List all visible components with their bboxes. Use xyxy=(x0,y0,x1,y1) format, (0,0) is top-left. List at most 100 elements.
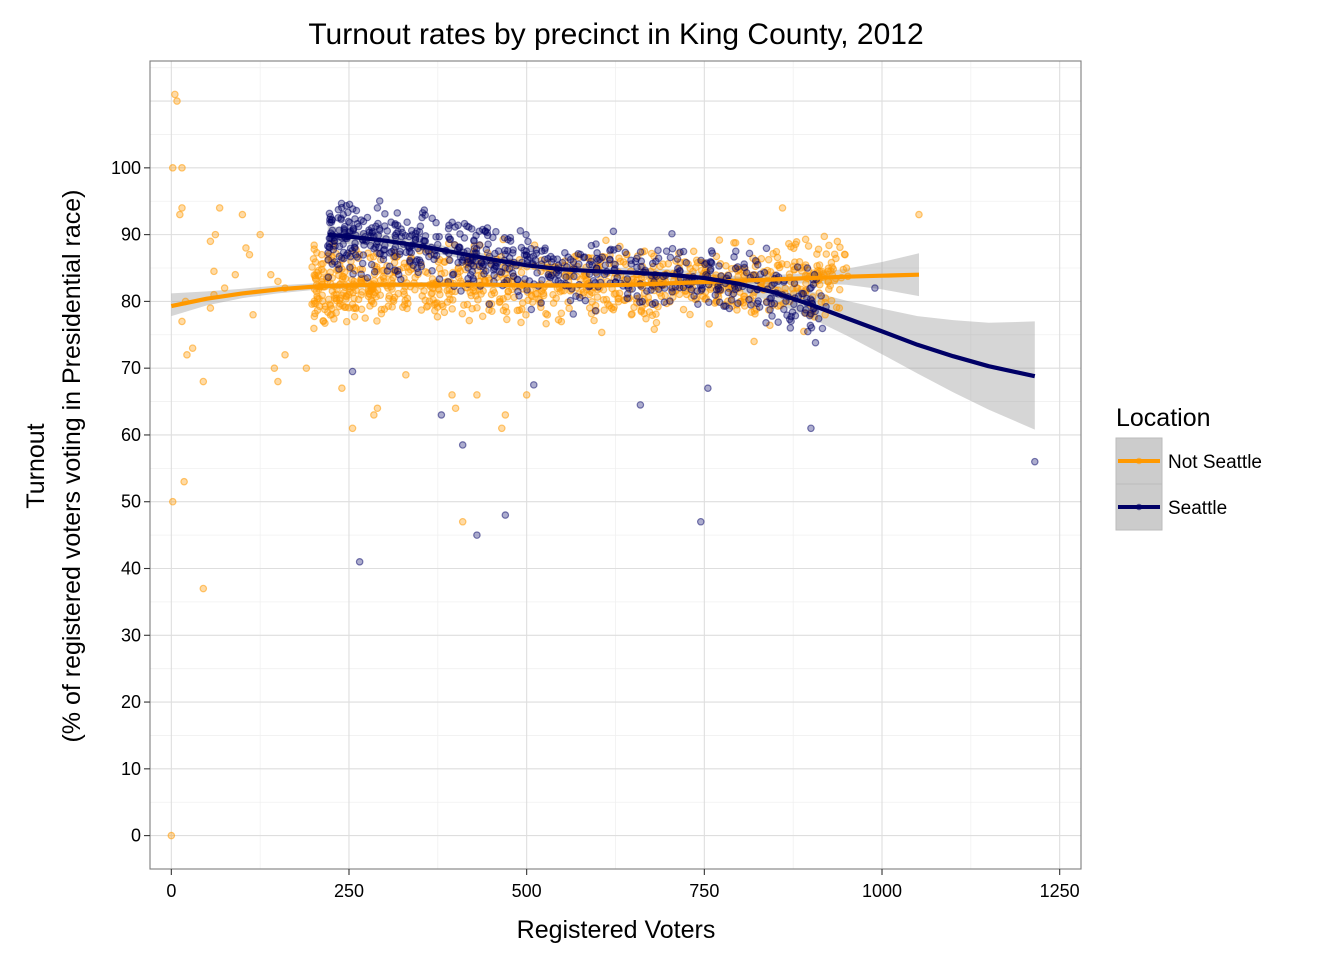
point-seattle xyxy=(370,267,379,276)
y-tick-label: 80 xyxy=(121,291,141,311)
point-seattle xyxy=(373,204,382,212)
point-not-seattle xyxy=(522,311,530,319)
point-seattle xyxy=(623,275,632,283)
point-not-seattle xyxy=(256,230,264,239)
point-seattle xyxy=(682,258,691,267)
point-seattle xyxy=(708,249,717,257)
point-seattle xyxy=(492,227,500,236)
point-seattle xyxy=(344,217,353,226)
point-seattle xyxy=(817,292,825,300)
point-seattle xyxy=(335,242,344,251)
point-seattle xyxy=(572,292,580,300)
point-seattle xyxy=(483,224,492,232)
point-seattle xyxy=(538,247,546,255)
point-seattle xyxy=(346,263,354,272)
point-seattle xyxy=(731,285,740,294)
point-not-seattle xyxy=(766,321,774,330)
point-not-seattle xyxy=(448,391,456,399)
point-not-seattle xyxy=(826,281,835,290)
point-not-seattle xyxy=(350,312,359,321)
point-seattle xyxy=(696,517,705,526)
point-not-seattle xyxy=(373,317,381,325)
point-not-seattle xyxy=(313,306,322,314)
point-seattle xyxy=(394,227,402,236)
point-not-seattle xyxy=(659,260,667,268)
point-seattle xyxy=(537,299,546,307)
point-not-seattle xyxy=(689,247,698,256)
point-not-seattle xyxy=(590,316,598,325)
point-seattle xyxy=(529,252,538,260)
point-seattle xyxy=(679,247,688,256)
point-seattle xyxy=(633,292,641,300)
point-seattle xyxy=(475,227,484,236)
point-seattle xyxy=(366,241,375,250)
point-seattle xyxy=(428,214,437,223)
point-seattle xyxy=(564,253,572,261)
point-seattle xyxy=(790,300,798,309)
point-not-seattle xyxy=(628,310,636,318)
point-seattle xyxy=(340,254,348,263)
point-seattle xyxy=(522,251,531,259)
point-seattle xyxy=(363,213,372,222)
point-not-seattle xyxy=(801,235,810,244)
point-not-seattle xyxy=(484,274,493,282)
point-seattle xyxy=(745,249,754,258)
point-not-seattle xyxy=(400,290,409,299)
point-seattle xyxy=(806,321,815,330)
y-tick-label: 30 xyxy=(121,625,141,645)
point-not-seattle xyxy=(220,284,229,292)
point-seattle xyxy=(731,264,740,273)
point-seattle xyxy=(428,267,436,275)
point-seattle xyxy=(762,318,770,327)
point-seattle xyxy=(515,291,523,300)
y-tick-label: 40 xyxy=(121,559,141,579)
point-seattle xyxy=(458,441,467,449)
point-seattle xyxy=(385,262,394,271)
point-seattle xyxy=(569,310,578,318)
point-seattle xyxy=(363,273,372,282)
point-seattle xyxy=(456,230,464,238)
point-seattle xyxy=(811,338,820,347)
point-seattle xyxy=(445,256,454,265)
point-not-seattle xyxy=(822,250,831,258)
point-not-seattle xyxy=(326,300,334,309)
legend-key-not-seattle xyxy=(1115,437,1163,485)
point-seattle xyxy=(354,222,363,231)
point-not-seattle xyxy=(215,204,224,212)
point-not-seattle xyxy=(178,317,186,326)
chart-title: Turnout rates by precinct in King County… xyxy=(308,18,923,51)
point-seattle xyxy=(473,531,481,539)
point-seattle xyxy=(581,296,590,305)
y-tick-label: 20 xyxy=(121,692,141,712)
point-not-seattle xyxy=(542,319,550,328)
point-not-seattle xyxy=(332,290,341,298)
smooth-lines xyxy=(170,232,1036,379)
point-seattle xyxy=(500,233,509,242)
point-seattle xyxy=(717,272,725,280)
x-tick-label: 0 xyxy=(166,881,176,901)
point-seattle xyxy=(516,227,525,235)
legend: Location Not Seattle Seattle xyxy=(1115,404,1262,531)
point-not-seattle xyxy=(188,344,197,352)
point-seattle xyxy=(532,246,541,254)
point-seattle xyxy=(457,287,465,295)
point-seattle xyxy=(570,272,578,281)
y-axis: 0 10 20 30 40 50 60 70 80 90 100 xyxy=(111,158,150,846)
point-not-seattle xyxy=(489,286,498,295)
point-seattle xyxy=(562,273,570,281)
point-seattle xyxy=(393,267,402,275)
point-not-seattle xyxy=(338,384,346,393)
point-seattle xyxy=(352,206,361,215)
point-not-seattle xyxy=(317,260,326,268)
point-not-seattle xyxy=(501,303,510,311)
point-seattle xyxy=(420,206,429,214)
point-not-seattle xyxy=(614,294,622,303)
y-axis-title-line2: (% of registered voters voting in Presid… xyxy=(58,189,86,742)
point-seattle xyxy=(380,222,389,230)
point-not-seattle xyxy=(518,305,526,313)
point-not-seattle xyxy=(433,313,442,321)
point-seattle xyxy=(449,270,458,278)
point-seattle xyxy=(430,250,439,259)
point-seattle xyxy=(355,558,364,566)
